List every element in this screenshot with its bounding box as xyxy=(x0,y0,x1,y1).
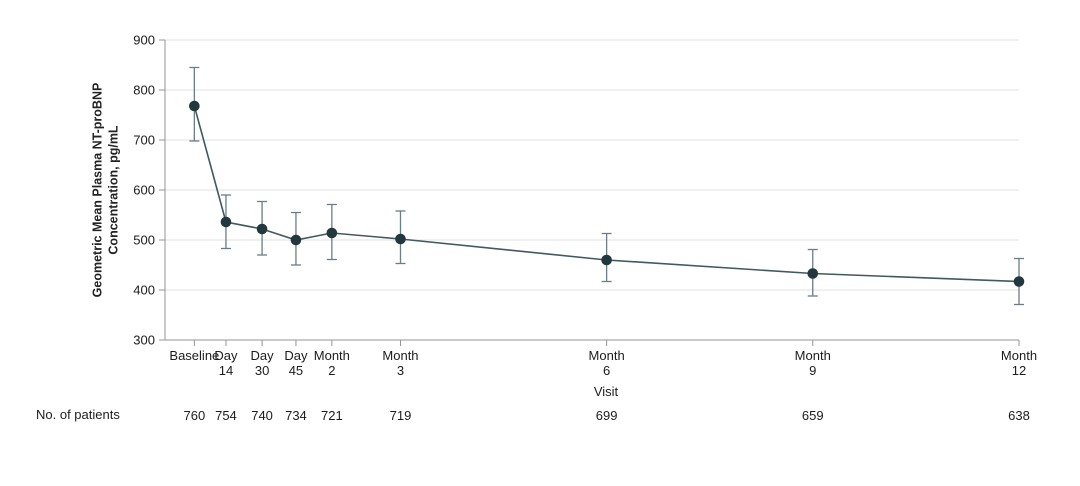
x-tick-label: Month xyxy=(795,348,831,363)
data-point xyxy=(220,216,232,228)
patient-count: 721 xyxy=(321,408,343,423)
x-tick-label: Month xyxy=(382,348,418,363)
y-axis-title-line1: Geometric Mean Plasma NT-proBNP xyxy=(90,82,105,298)
y-tick-label: 700 xyxy=(133,133,155,148)
x-tick-label: Month xyxy=(314,348,350,363)
x-tick-label: 45 xyxy=(289,363,303,378)
x-tick-label: 30 xyxy=(255,363,269,378)
patient-count: 754 xyxy=(215,408,237,423)
data-point xyxy=(256,223,268,235)
y-tick-label: 500 xyxy=(133,233,155,248)
x-tick-label: Day xyxy=(251,348,275,363)
x-tick-label: Baseline xyxy=(169,348,219,363)
data-point xyxy=(290,234,302,246)
data-point xyxy=(1013,276,1025,287)
y-tick-label: 900 xyxy=(133,33,155,48)
data-point xyxy=(601,254,612,266)
x-tick-label: Month xyxy=(589,348,625,363)
x-tick-label: Month xyxy=(1001,348,1037,363)
data-point xyxy=(326,227,338,239)
patient-count: 659 xyxy=(802,408,824,423)
x-tick-label: 12 xyxy=(1012,363,1026,378)
y-tick-label: 400 xyxy=(133,283,155,298)
x-axis-title: Visit xyxy=(593,384,619,399)
x-tick-label: 9 xyxy=(809,363,816,378)
data-point xyxy=(189,100,200,112)
data-point xyxy=(395,233,406,245)
patient-count: 699 xyxy=(596,408,618,423)
patient-count: 719 xyxy=(390,408,412,423)
patient-count: 760 xyxy=(183,408,205,423)
y-tick-label: 300 xyxy=(133,333,155,348)
y-tick-label: 600 xyxy=(133,183,155,198)
data-point xyxy=(807,268,819,279)
x-tick-label: 3 xyxy=(397,363,404,378)
patient-count: 638 xyxy=(1008,408,1030,423)
y-axis-title-line2: Concentration, pg/mL xyxy=(106,125,120,255)
y-tick-label: 800 xyxy=(133,83,155,98)
patient-count: 740 xyxy=(251,408,273,423)
y-axis-title: Geometric Mean Plasma NT-proBNP Concentr… xyxy=(90,83,121,298)
x-tick-label: 14 xyxy=(219,363,233,378)
x-tick-label: 2 xyxy=(328,363,335,378)
x-tick-label: 6 xyxy=(603,363,610,378)
patient-count: 734 xyxy=(285,408,307,423)
x-tick-label: Day xyxy=(284,348,308,363)
patients-row-label: No. of patients xyxy=(36,407,120,422)
x-tick-label: Day xyxy=(214,348,238,363)
